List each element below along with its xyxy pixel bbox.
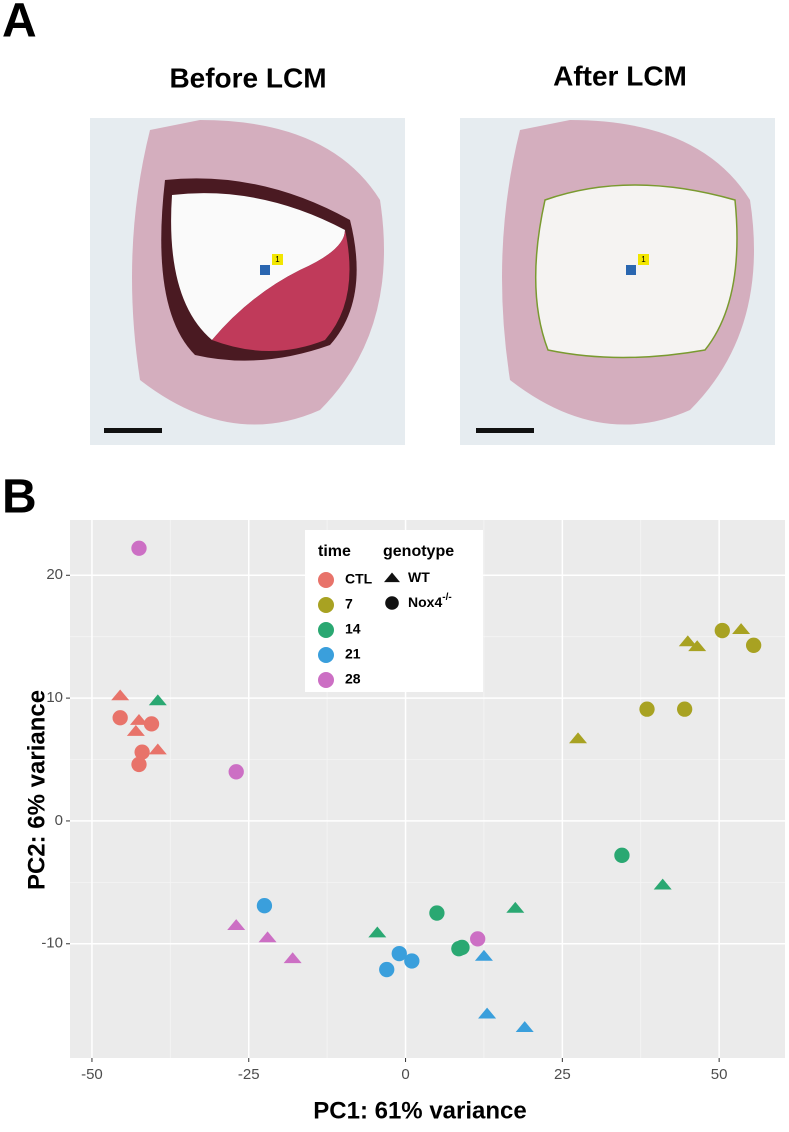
legend-label-text: WT <box>408 569 430 585</box>
circle-marker <box>385 596 399 610</box>
y-tick-label: 20 <box>46 566 63 583</box>
circle-marker <box>639 701 655 717</box>
legend-swatch <box>318 597 334 613</box>
circle-marker <box>676 701 693 717</box>
triangle-marker <box>515 1021 534 1032</box>
circle-marker <box>256 898 273 914</box>
circle-marker <box>429 905 445 921</box>
circle-marker <box>134 744 150 760</box>
legend-box <box>305 530 483 692</box>
panel-label: B <box>2 471 37 524</box>
circle-marker <box>143 716 160 732</box>
triangle-marker <box>732 623 751 634</box>
triangle-marker <box>478 1007 497 1019</box>
image-title: Before LCM <box>169 62 326 93</box>
legend-label: CTL <box>345 571 373 587</box>
panel-label: A <box>2 0 37 48</box>
legend-label: 21 <box>345 646 361 662</box>
legend-label: WT <box>408 569 430 585</box>
legend-label-text: Nox4 <box>408 594 442 610</box>
circle-marker <box>131 540 147 556</box>
triangle-marker <box>258 931 277 943</box>
circle-marker <box>404 953 420 969</box>
x-tick-label: -25 <box>238 1066 260 1083</box>
triangle-marker <box>506 901 525 913</box>
circle-marker <box>470 931 486 947</box>
triangle-marker <box>283 952 302 964</box>
legend-label: 7 <box>345 596 353 612</box>
x-tick-label: -50 <box>81 1066 103 1083</box>
marker-label: 1 <box>641 255 646 264</box>
triangle-marker <box>126 725 145 736</box>
micrograph: 1 <box>460 118 775 445</box>
triangle-marker <box>678 635 697 647</box>
triangle-marker <box>227 919 246 930</box>
legend-label-sup: -/- <box>442 592 451 603</box>
legend-title: genotype <box>383 543 454 560</box>
triangle-marker <box>569 732 588 744</box>
micrograph: 1 <box>90 118 405 445</box>
circle-marker <box>714 622 730 639</box>
triangle-marker <box>688 640 707 652</box>
x-tick-label: 25 <box>554 1066 571 1083</box>
legend-title: time <box>318 543 351 560</box>
triangle-marker <box>148 694 167 706</box>
legend-swatch <box>318 572 334 588</box>
circle-marker <box>228 764 244 780</box>
triangle-marker <box>474 949 493 961</box>
image-title: After LCM <box>553 60 687 91</box>
legend-label: 28 <box>345 671 361 687</box>
triangle-marker <box>368 926 387 938</box>
legend-swatch <box>318 672 334 688</box>
x-tick-label: 50 <box>711 1066 728 1083</box>
legend-swatch <box>318 647 334 663</box>
triangle-marker <box>129 714 148 725</box>
circle-marker <box>454 939 470 956</box>
x-tick-label: 0 <box>401 1066 409 1083</box>
circle-marker <box>391 945 407 962</box>
y-tick-label: 0 <box>55 812 63 829</box>
legend-label: Nox4-/- <box>408 592 452 610</box>
triangle-marker <box>148 743 167 755</box>
x-axis-title: PC1: 61% variance <box>313 1097 526 1124</box>
y-tick-label: -10 <box>41 935 63 952</box>
y-axis-title: PC2: 6% variance <box>23 690 50 890</box>
circle-marker <box>131 756 147 773</box>
circle-marker <box>745 637 762 653</box>
circle-marker <box>112 710 128 726</box>
y-tick-label: 10 <box>46 689 63 706</box>
circle-marker <box>614 847 630 863</box>
marker-label: 1 <box>275 255 280 264</box>
triangle-marker <box>653 878 672 890</box>
legend-swatch <box>318 622 334 638</box>
circle-marker <box>379 961 395 978</box>
triangle-marker <box>111 689 130 701</box>
legend-label: 14 <box>345 621 361 637</box>
triangle-marker <box>384 572 400 583</box>
